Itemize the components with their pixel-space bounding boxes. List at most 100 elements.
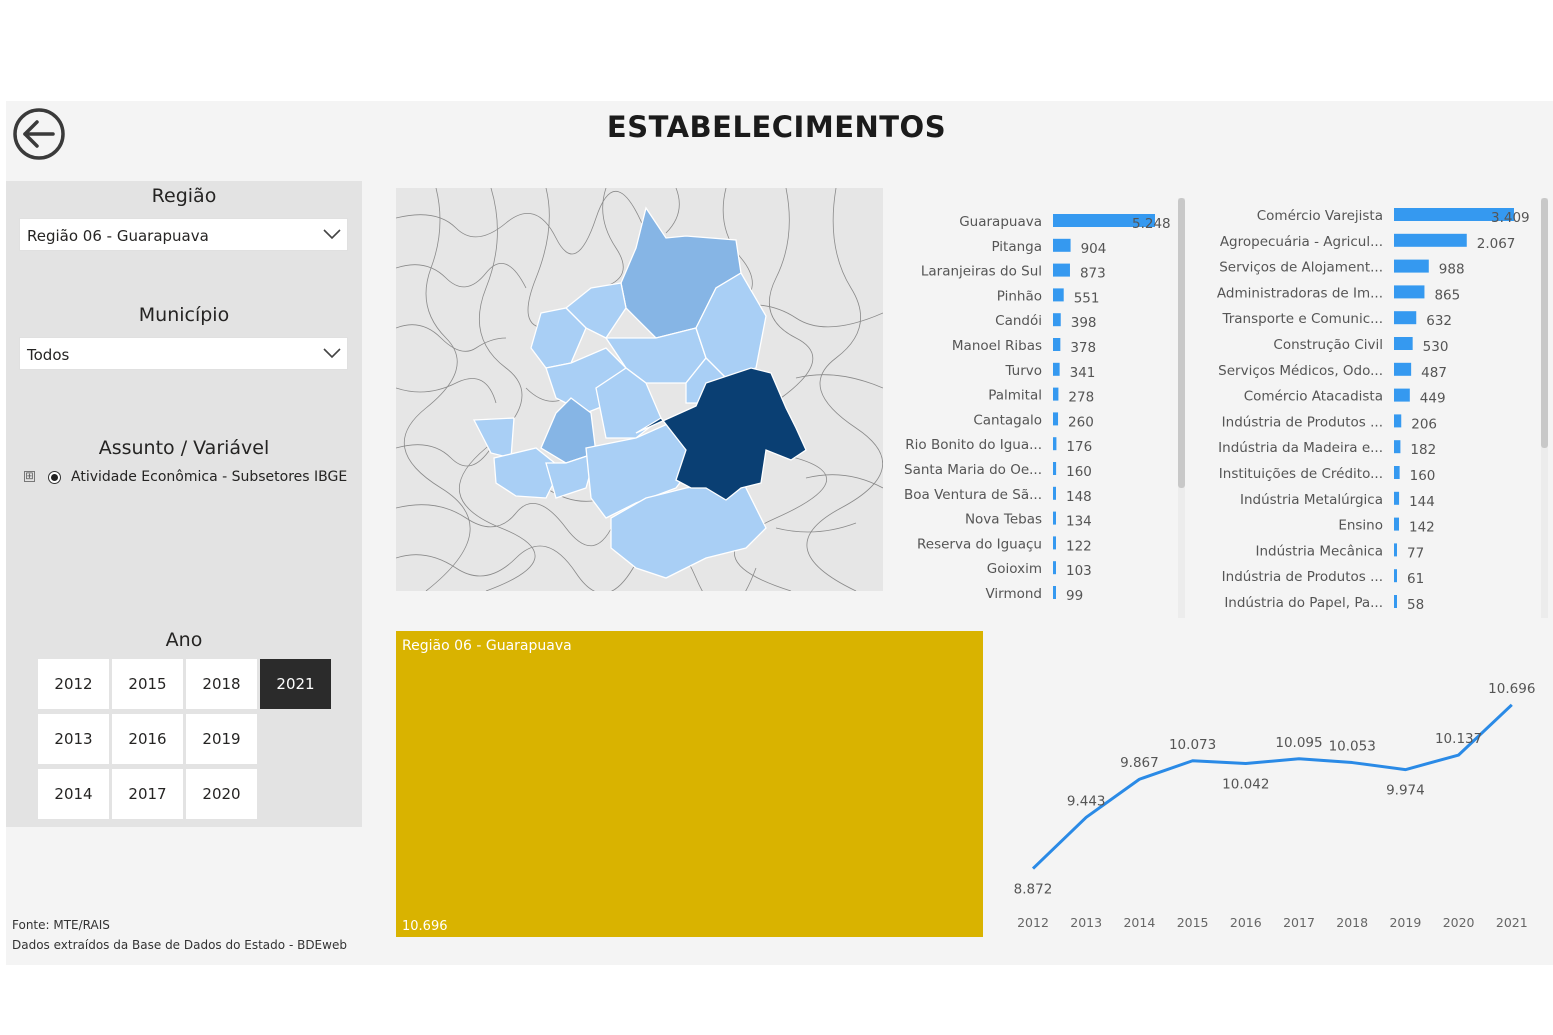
bar-category-label: Pinhão	[997, 288, 1042, 304]
municipality-scroll-thumb[interactable]	[1178, 198, 1185, 488]
bar-category-label: Reserva do Iguaçu	[917, 536, 1042, 552]
year-button-2014[interactable]: 2014	[38, 769, 109, 819]
assunto-item-label: Atividade Econômica - Subsetores IBGE	[71, 469, 348, 485]
bar[interactable]	[1394, 259, 1429, 273]
bar[interactable]	[1053, 238, 1071, 252]
bar-value-label: 134	[1066, 514, 1092, 530]
bar[interactable]	[1394, 388, 1410, 402]
x-tick-label: 2020	[1443, 915, 1475, 930]
municipality-bar-chart: Guarapuava 5.248 Pitanga 904 Laranjeiras do …	[895, 200, 1180, 610]
year-button-2021[interactable]: 2021	[260, 659, 331, 709]
ano-slicer-title: Ano	[165, 629, 203, 651]
year-button-2012[interactable]: 2012	[38, 659, 109, 709]
bar[interactable]	[1053, 214, 1155, 227]
x-tick-label: 2012	[1017, 915, 1049, 930]
bar-category-label: Instituições de Crédito...	[1219, 466, 1383, 482]
bar[interactable]	[1394, 337, 1413, 350]
bar[interactable]	[1394, 311, 1417, 325]
subsector-bar-chart: Comércio Varejista 3.409 Agropecuária - Ag…	[1195, 200, 1540, 615]
bar-category-label: Comércio Varejista	[1257, 208, 1383, 224]
bar-value-label: 487	[1421, 365, 1447, 381]
bar-category-label: Indústria da Madeira e...	[1218, 440, 1383, 456]
bar[interactable]	[1394, 595, 1397, 608]
yearly-line-chart: 2012 8.872 2013 9.443 2014 9.867 2015 10.073 201…	[995, 660, 1545, 950]
bar[interactable]	[1053, 387, 1059, 401]
data-label: 9.974	[1386, 783, 1425, 799]
bar[interactable]	[1394, 414, 1402, 428]
bar[interactable]	[1053, 486, 1056, 500]
year-button-2018[interactable]: 2018	[186, 659, 257, 709]
subsector-scrollbar[interactable]	[1541, 198, 1548, 618]
bar-category-label: Turvo	[1004, 363, 1042, 379]
bar-value-label: 160	[1066, 464, 1092, 480]
region-treemap-tile[interactable]: Região 06 - Guarapuava 10.696	[396, 631, 983, 937]
bar[interactable]	[1053, 362, 1060, 376]
municipality-scrollbar[interactable]	[1178, 198, 1185, 618]
bar-value-label: 341	[1070, 365, 1096, 381]
year-button-2013[interactable]: 2013	[38, 714, 109, 764]
year-button-2019[interactable]: 2019	[186, 714, 257, 764]
bar-value-label: 530	[1423, 339, 1449, 355]
bar[interactable]	[1394, 466, 1400, 479]
bar[interactable]	[1053, 511, 1056, 525]
bar[interactable]	[1394, 233, 1467, 247]
bar-value-label: 142	[1409, 520, 1435, 536]
bar-category-label: Ensino	[1338, 518, 1383, 534]
bar-value-label: 449	[1420, 391, 1446, 407]
bar-category-label: Indústria do Papel, Pa...	[1224, 595, 1383, 611]
assunto-tree-item[interactable]: ⊞ Atividade Econômica - Subsetores IBGE	[24, 469, 354, 491]
expand-icon[interactable]: ⊞	[24, 471, 35, 482]
year-button-2016[interactable]: 2016	[112, 714, 183, 764]
bar[interactable]	[1053, 313, 1061, 327]
bar[interactable]	[1053, 462, 1057, 475]
bar-category-label: Rio Bonito do Igua...	[905, 437, 1042, 453]
chevron-down-icon	[323, 229, 341, 240]
bar-value-label: 988	[1439, 262, 1465, 278]
filter-panel: Região Região 06 - Guarapuava Município …	[6, 181, 362, 827]
bar[interactable]	[1394, 362, 1412, 376]
municipio-dropdown[interactable]: Todos	[19, 337, 348, 370]
bar[interactable]	[1394, 208, 1514, 221]
bar[interactable]	[1053, 412, 1059, 426]
bar-category-label: Laranjeiras do Sul	[921, 264, 1042, 280]
bar[interactable]	[1394, 517, 1399, 531]
assunto-radio[interactable]	[48, 471, 61, 484]
bar[interactable]	[1053, 536, 1056, 550]
bar[interactable]	[1053, 561, 1056, 575]
bar-value-label: 5.248	[1132, 216, 1171, 232]
bar[interactable]	[1394, 569, 1397, 583]
back-arrow-icon[interactable]	[12, 107, 66, 161]
bar[interactable]	[1394, 491, 1400, 505]
regiao-dropdown[interactable]: Região 06 - Guarapuava	[19, 218, 348, 251]
bar-category-label: Boa Ventura de Sã...	[904, 487, 1042, 503]
data-label: 10.073	[1169, 737, 1216, 753]
bar-value-label: 103	[1066, 563, 1092, 579]
year-button-2015[interactable]: 2015	[112, 659, 183, 709]
bar[interactable]	[1053, 586, 1056, 599]
bar[interactable]	[1394, 285, 1425, 299]
bar-category-label: Comércio Atacadista	[1244, 389, 1383, 405]
data-label: 10.095	[1275, 735, 1322, 751]
bar-category-label: Nova Tebas	[965, 512, 1042, 528]
bar[interactable]	[1053, 437, 1057, 451]
bar-category-label: Indústria de Produtos ...	[1222, 414, 1383, 430]
bar-category-label: Manoel Ribas	[952, 338, 1042, 354]
bar[interactable]	[1394, 440, 1401, 454]
footer-source: Fonte: MTE/RAIS	[12, 918, 110, 932]
x-tick-label: 2021	[1496, 915, 1528, 930]
year-button-2020[interactable]: 2020	[186, 769, 257, 819]
bar-category-label: Indústria Metalúrgica	[1240, 492, 1383, 508]
bar-value-label: 378	[1070, 340, 1096, 356]
municipality-map[interactable]	[396, 188, 883, 591]
subsector-scroll-thumb[interactable]	[1541, 198, 1548, 448]
bar[interactable]	[1053, 338, 1061, 351]
bar[interactable]	[1053, 288, 1064, 302]
regiao-slicer-title: Região	[151, 185, 217, 207]
chevron-down-icon	[323, 348, 341, 359]
bar-value-label: 904	[1081, 241, 1107, 257]
bar[interactable]	[1394, 543, 1397, 557]
bar[interactable]	[1053, 263, 1070, 277]
year-button-2017[interactable]: 2017	[112, 769, 183, 819]
line-series[interactable]	[1031, 703, 1513, 870]
bar-category-label: Pitanga	[991, 239, 1042, 255]
